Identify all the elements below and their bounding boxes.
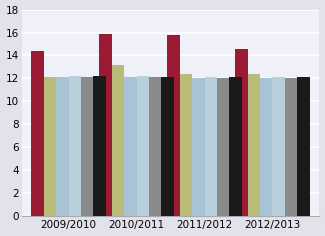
Bar (285, 78, 297, 216)
Bar (235, 49, 248, 216)
Bar (81, 77, 93, 216)
Bar (167, 35, 180, 216)
Bar (229, 77, 241, 216)
Bar (44, 77, 56, 216)
Bar (136, 76, 149, 216)
Bar (69, 76, 81, 216)
Bar (192, 78, 204, 216)
Bar (124, 77, 136, 216)
Bar (99, 34, 112, 216)
Bar (149, 77, 161, 216)
Bar (56, 77, 69, 216)
Bar (217, 78, 229, 216)
Bar (112, 65, 124, 216)
Bar (161, 77, 174, 216)
Bar (260, 78, 272, 216)
Bar (32, 51, 44, 216)
Bar (204, 77, 217, 216)
Bar (248, 74, 260, 216)
Bar (180, 74, 192, 216)
Bar (297, 77, 309, 216)
Bar (272, 77, 285, 216)
Bar (93, 76, 106, 216)
